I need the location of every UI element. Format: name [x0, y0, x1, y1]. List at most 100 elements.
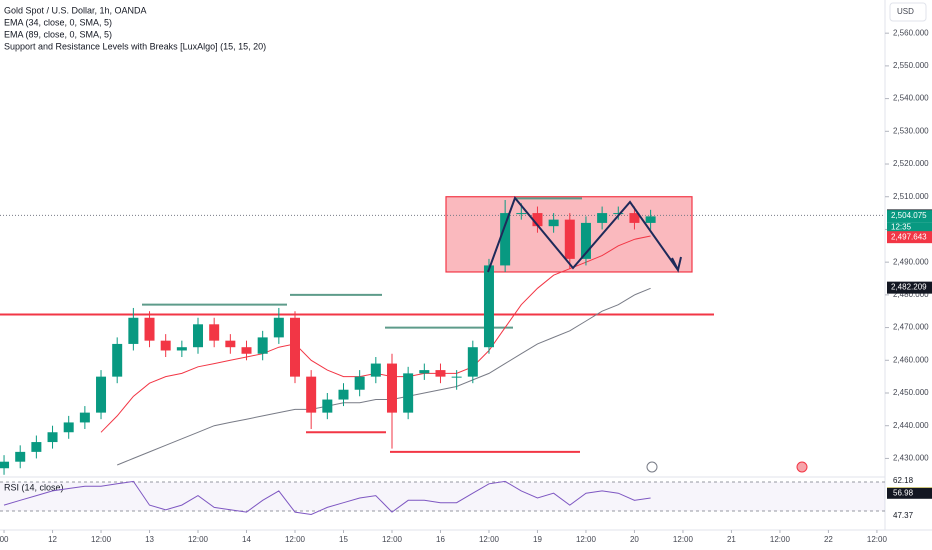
candle-body: [160, 340, 171, 351]
candle-body: [209, 324, 220, 341]
rsi-line: [3, 480, 651, 516]
y-tick-label: 2,520.000: [893, 159, 929, 168]
rsi-title: RSI (14, close): [4, 482, 64, 492]
y-tick-label: 2,450.000: [893, 388, 929, 397]
candle-body: [645, 216, 656, 223]
candle-body: [403, 373, 414, 413]
candle-body: [290, 317, 300, 377]
x-tick-label: 13: [145, 535, 154, 544]
indicator-label: EMA (34, close, 0, SMA, 5): [4, 17, 112, 27]
candle-body: [15, 451, 26, 462]
candle-body: [613, 213, 624, 215]
x-tick-label: 12:00: [576, 535, 597, 544]
candle-body: [386, 363, 397, 413]
ema-line: [117, 287, 651, 466]
candle-body: [225, 340, 236, 348]
x-tick-label: 12:00: [673, 535, 694, 544]
candle-body: [306, 376, 317, 413]
price-tag-label: 2,504.075: [891, 211, 927, 220]
x-tick-label: 15: [339, 535, 348, 544]
y-tick-label: 2,470.000: [893, 323, 929, 332]
y-tick-label: 2,530.000: [893, 126, 929, 135]
x-tick-label: 12:00: [91, 535, 112, 544]
x-tick-label: 12:00: [867, 535, 888, 544]
indicator-label: Support and Resistance Levels with Break…: [4, 41, 266, 51]
candle-body: [451, 376, 462, 378]
x-tick-label: 14: [242, 535, 251, 544]
x-tick-label: 19: [533, 535, 542, 544]
x-tick-label: 12:00: [285, 535, 306, 544]
candle-body: [63, 422, 74, 433]
rsi-tag-label: 47.37: [893, 511, 914, 520]
candle-body: [597, 213, 608, 223]
candle-body: [322, 399, 333, 413]
chart-title: Gold Spot / U.S. Dollar, 1h, OANDA: [4, 5, 147, 15]
candle-body: [96, 376, 107, 413]
y-tick-label: 2,560.000: [893, 28, 929, 37]
x-tick-label: 12:00: [382, 535, 403, 544]
candle-body: [548, 219, 559, 227]
rsi-tag: [887, 487, 932, 499]
x-tick-label: 16: [436, 535, 445, 544]
candle-body: [500, 213, 511, 266]
y-tick-label: 2,480.000: [893, 290, 929, 299]
candle-body: [79, 412, 90, 423]
candle-body: [435, 370, 446, 377]
candle-body: [273, 317, 284, 338]
candle-body: [47, 432, 58, 443]
y-tick-label: 2,510.000: [893, 192, 929, 201]
price-tag: [887, 231, 932, 244]
candle-body: [483, 265, 494, 348]
rsi-band: [0, 482, 885, 511]
candle-body: [629, 213, 640, 223]
rsi-tag-label: 62.18: [893, 476, 914, 485]
candle-body: [176, 347, 187, 351]
y-tick-label: 2,460.000: [893, 355, 929, 364]
price-tag-label: 2,482.209: [891, 283, 927, 292]
y-tick-label: 2,550.000: [893, 61, 929, 70]
event-icon[interactable]: [646, 461, 658, 473]
rsi-tag-label: 56.98: [893, 488, 914, 497]
candle-body: [144, 317, 155, 341]
indicator-label: EMA (89, close, 0, SMA, 5): [4, 29, 112, 39]
candle-body: [128, 317, 139, 344]
countdown-tag: [887, 222, 932, 234]
candle-body: [0, 461, 10, 469]
x-tick-label: 12:00: [770, 535, 791, 544]
x-tick-label: 12:00: [188, 535, 209, 544]
rsi-tag: [887, 510, 932, 522]
candle-body: [564, 219, 575, 259]
rsi-tag: [887, 475, 932, 487]
y-tick-label: 2,430.000: [893, 454, 929, 463]
candle-body: [467, 347, 478, 377]
pattern-drawing: [487, 196, 682, 273]
countdown: 12:35: [891, 223, 912, 232]
event-icon[interactable]: [796, 461, 808, 473]
candle-body: [257, 337, 268, 354]
candle-body: [516, 213, 527, 215]
candle-body: [338, 389, 349, 400]
candle-body: [354, 376, 365, 390]
y-tick-label: 2,490.000: [893, 257, 929, 266]
price-tag-label: 2,497.643: [891, 232, 927, 241]
x-tick-label: 12:00: [479, 535, 500, 544]
x-tick-label: 12: [48, 535, 57, 544]
candle-body: [241, 347, 252, 354]
candle-body: [193, 324, 204, 348]
candle-body: [580, 222, 591, 259]
x-tick-label: 22: [824, 535, 833, 544]
candle-body: [112, 343, 123, 377]
candle-body: [532, 213, 543, 227]
x-tick-label: 20: [630, 535, 639, 544]
y-tick-label: 2,440.000: [893, 421, 929, 430]
candle-body: [31, 442, 42, 452]
candle-body: [419, 370, 430, 374]
price-tag: [887, 210, 932, 223]
price-tag: [887, 281, 932, 294]
candle-body: [370, 363, 381, 377]
y-tick-label: 2,540.000: [893, 94, 929, 103]
currency-button[interactable]: [889, 2, 927, 22]
x-tick-label: 00: [0, 535, 9, 544]
